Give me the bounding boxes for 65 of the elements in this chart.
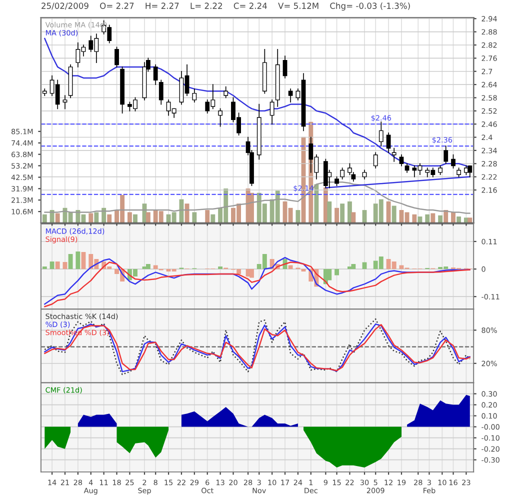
candlestick: [399, 154, 404, 166]
candlestick: [288, 88, 293, 103]
bar: [296, 210, 300, 223]
candlestick: [114, 46, 119, 68]
bar: [438, 215, 443, 223]
candlestick: [158, 80, 164, 105]
candlestick: [270, 100, 274, 125]
bar: [62, 262, 68, 270]
candlestick: [451, 154, 456, 168]
bar: [327, 269, 332, 280]
bar: [127, 212, 132, 223]
candlestick: [340, 168, 345, 180]
candlestick: [468, 165, 472, 178]
bar: [334, 208, 339, 223]
bar: [153, 265, 158, 270]
candlestick: [282, 56, 288, 78]
bar: [133, 214, 138, 223]
bar: [146, 264, 150, 270]
bar: [94, 212, 99, 223]
bar: [250, 269, 254, 278]
candlestick: [392, 148, 396, 162]
bar: [81, 252, 86, 270]
bar: [102, 208, 106, 223]
bar: [351, 212, 356, 223]
bar: [107, 214, 112, 223]
bar: [50, 262, 54, 270]
candlestick: [373, 152, 378, 168]
candlestick: [386, 132, 391, 154]
bar: [425, 214, 430, 223]
candlestick: [378, 121, 384, 146]
candlestick: [42, 88, 47, 96]
bar: [42, 214, 47, 223]
bar: [210, 214, 216, 223]
bar: [334, 269, 339, 276]
bar: [68, 254, 73, 270]
bar: [430, 213, 436, 223]
bar: [42, 266, 47, 270]
bar: [205, 210, 210, 223]
bar: [218, 266, 223, 270]
candlestick: [62, 95, 68, 110]
bar: [288, 265, 293, 270]
bar: [55, 213, 60, 223]
candlestick: [192, 88, 197, 103]
bar: [192, 212, 197, 223]
bar: [314, 184, 319, 223]
bar: [351, 264, 356, 270]
bar: [451, 212, 456, 223]
bar: [392, 206, 396, 223]
candlestick: [444, 146, 448, 164]
bar: [468, 218, 472, 223]
candlestick: [224, 86, 228, 98]
bar: [301, 269, 306, 272]
bar: [386, 201, 391, 223]
bar: [412, 214, 417, 223]
bar: [456, 216, 462, 223]
bar: [250, 192, 254, 223]
bar: [327, 201, 332, 223]
bar: [55, 262, 60, 270]
bar: [76, 252, 80, 270]
bar: [146, 212, 150, 223]
candlestick: [218, 108, 222, 127]
bar: [88, 213, 94, 223]
bar: [340, 204, 345, 223]
chart-title: 25/02/2009 O= 2.27 H= 2.27 L= 2.22 C= 2.24 V= 5.12M Chg= -0.03 (-1.3%): [42, 2, 410, 11]
candlestick: [153, 64, 158, 85]
